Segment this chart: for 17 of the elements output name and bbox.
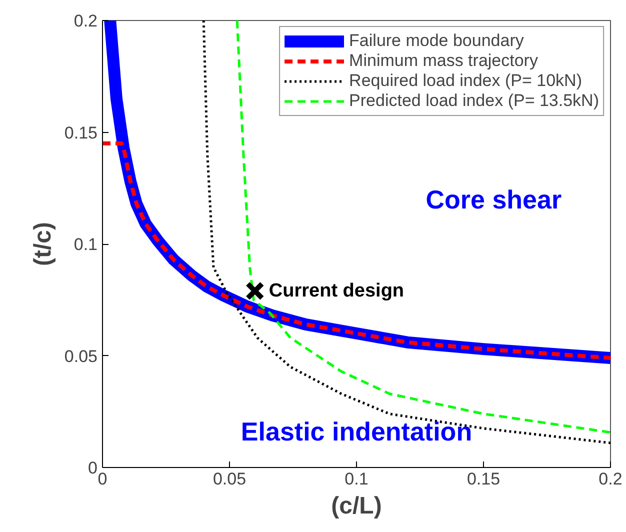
legend-label: Minimum mass trajectory xyxy=(349,51,538,71)
annotation: Core shear xyxy=(426,184,562,214)
legend-label: Required load index (P= 10kN) xyxy=(349,71,582,91)
legend-label: Predicted load index (P= 13.5kN) xyxy=(349,91,599,111)
x-axis-title: (c/L) xyxy=(331,492,382,520)
y-tick-label: 0.2 xyxy=(74,12,98,30)
y-tick-label: 0.1 xyxy=(74,235,98,254)
y-tick-label: 0.15 xyxy=(64,123,98,142)
y-axis-title: (t/c) xyxy=(29,222,56,266)
y-tick-label: 0.05 xyxy=(64,346,98,366)
x-tick-label: 0.05 xyxy=(212,470,246,488)
x-tick-label: 0.15 xyxy=(466,470,500,488)
annotation: Elastic indentation xyxy=(240,416,472,447)
annotation: Current design xyxy=(268,280,404,302)
x-tick-label: 0.1 xyxy=(344,470,368,488)
legend-label: Failure mode boundary xyxy=(349,31,524,51)
x-tick-label: 0.2 xyxy=(598,470,622,488)
